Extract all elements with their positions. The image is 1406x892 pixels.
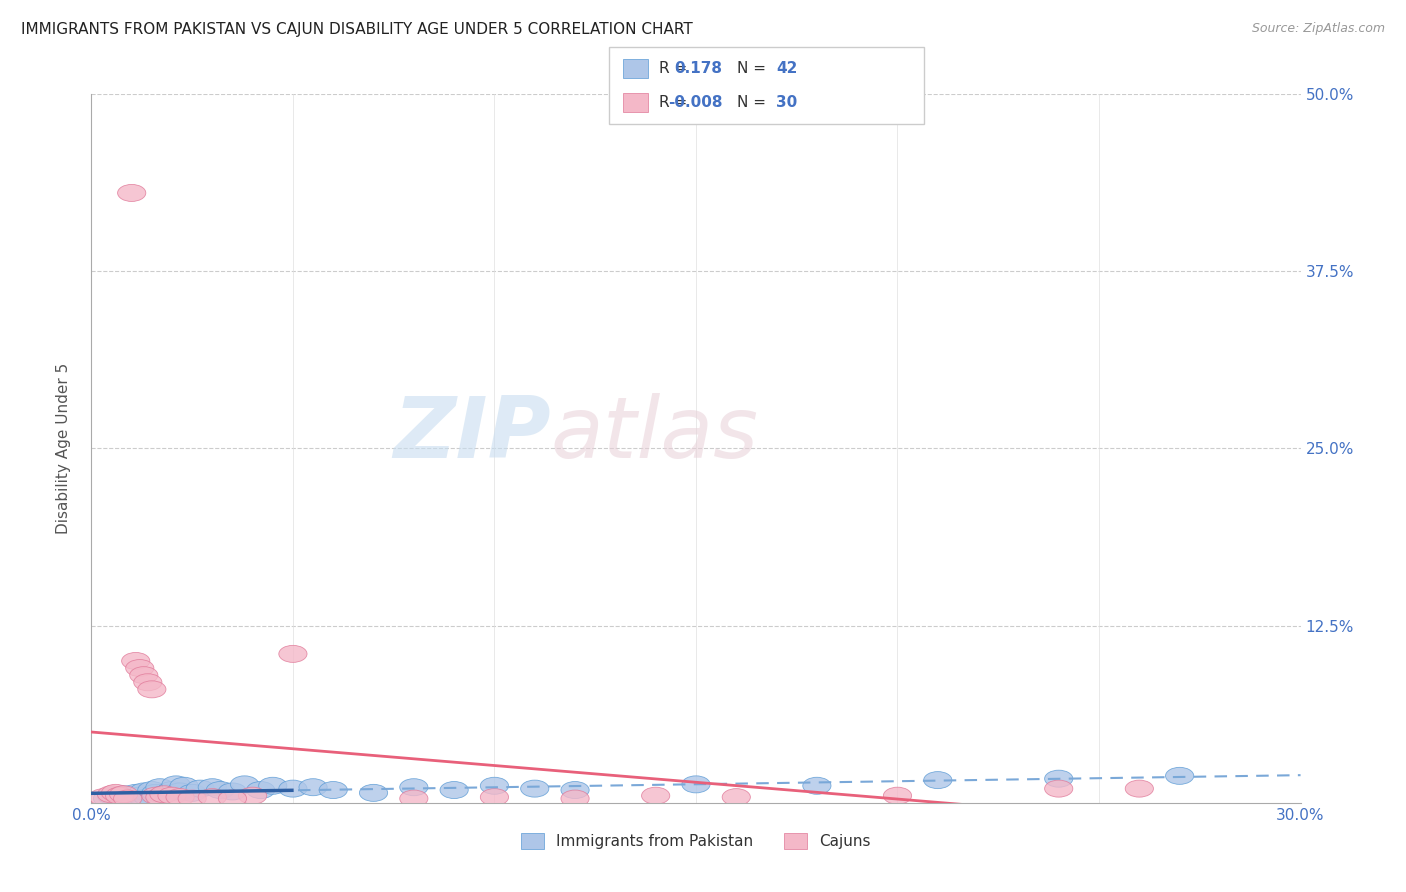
Ellipse shape (125, 659, 153, 676)
Ellipse shape (134, 673, 162, 690)
Ellipse shape (803, 777, 831, 794)
Ellipse shape (162, 776, 190, 793)
Ellipse shape (146, 789, 174, 805)
Y-axis label: Disability Age Under 5: Disability Age Under 5 (56, 363, 70, 533)
Ellipse shape (146, 779, 174, 796)
Ellipse shape (142, 788, 170, 805)
Ellipse shape (134, 789, 162, 805)
Ellipse shape (122, 652, 150, 670)
Ellipse shape (198, 779, 226, 796)
Ellipse shape (114, 789, 142, 805)
Ellipse shape (166, 789, 194, 805)
Ellipse shape (153, 784, 181, 801)
Ellipse shape (319, 781, 347, 798)
Ellipse shape (129, 783, 157, 800)
Ellipse shape (101, 789, 129, 805)
Text: ZIP: ZIP (394, 392, 551, 475)
Ellipse shape (118, 788, 146, 805)
Ellipse shape (218, 783, 246, 800)
Text: N =: N = (737, 95, 766, 110)
Ellipse shape (440, 781, 468, 798)
Text: R =: R = (659, 95, 688, 110)
Ellipse shape (246, 781, 274, 798)
Ellipse shape (150, 786, 179, 803)
Ellipse shape (166, 783, 194, 800)
Ellipse shape (138, 681, 166, 698)
Ellipse shape (561, 781, 589, 798)
Legend: Immigrants from Pakistan, Cajuns: Immigrants from Pakistan, Cajuns (515, 827, 877, 855)
Ellipse shape (231, 776, 259, 793)
Ellipse shape (179, 790, 207, 807)
Ellipse shape (399, 779, 427, 796)
Ellipse shape (179, 784, 207, 801)
Ellipse shape (157, 781, 186, 798)
Ellipse shape (1125, 780, 1153, 797)
Ellipse shape (520, 780, 548, 797)
Ellipse shape (299, 779, 328, 796)
Ellipse shape (1166, 767, 1194, 784)
Ellipse shape (129, 666, 157, 683)
Ellipse shape (360, 784, 388, 801)
Ellipse shape (97, 788, 125, 805)
Ellipse shape (110, 786, 138, 803)
Ellipse shape (118, 185, 146, 202)
Ellipse shape (125, 788, 153, 805)
Ellipse shape (186, 780, 214, 797)
Text: 30: 30 (776, 95, 797, 110)
Ellipse shape (105, 788, 134, 805)
Ellipse shape (105, 790, 134, 807)
Text: atlas: atlas (551, 392, 759, 475)
Ellipse shape (138, 781, 166, 798)
Ellipse shape (218, 790, 246, 807)
Ellipse shape (101, 784, 129, 801)
Text: 42: 42 (776, 62, 797, 76)
Ellipse shape (723, 789, 751, 805)
Ellipse shape (97, 786, 125, 803)
Ellipse shape (157, 788, 186, 805)
Ellipse shape (481, 789, 509, 805)
Ellipse shape (1045, 770, 1073, 788)
Ellipse shape (481, 777, 509, 794)
Ellipse shape (1045, 780, 1073, 797)
Ellipse shape (883, 788, 911, 805)
Ellipse shape (239, 788, 267, 805)
Text: -0.008: -0.008 (668, 95, 723, 110)
Ellipse shape (170, 777, 198, 794)
Ellipse shape (682, 776, 710, 793)
Ellipse shape (924, 772, 952, 789)
Ellipse shape (561, 790, 589, 807)
Ellipse shape (122, 784, 150, 801)
Ellipse shape (399, 790, 427, 807)
Ellipse shape (207, 781, 235, 798)
Text: R =: R = (659, 62, 688, 76)
Ellipse shape (278, 646, 307, 663)
Ellipse shape (641, 788, 669, 805)
Ellipse shape (142, 784, 170, 801)
Ellipse shape (198, 789, 226, 805)
Ellipse shape (114, 790, 142, 807)
Text: 0.178: 0.178 (675, 62, 723, 76)
Ellipse shape (150, 786, 179, 803)
Ellipse shape (259, 777, 287, 794)
Ellipse shape (110, 786, 138, 803)
Text: N =: N = (737, 62, 766, 76)
Text: Source: ZipAtlas.com: Source: ZipAtlas.com (1251, 22, 1385, 36)
Ellipse shape (278, 780, 307, 797)
Text: IMMIGRANTS FROM PAKISTAN VS CAJUN DISABILITY AGE UNDER 5 CORRELATION CHART: IMMIGRANTS FROM PAKISTAN VS CAJUN DISABI… (21, 22, 693, 37)
Ellipse shape (93, 790, 122, 807)
Ellipse shape (90, 789, 118, 805)
